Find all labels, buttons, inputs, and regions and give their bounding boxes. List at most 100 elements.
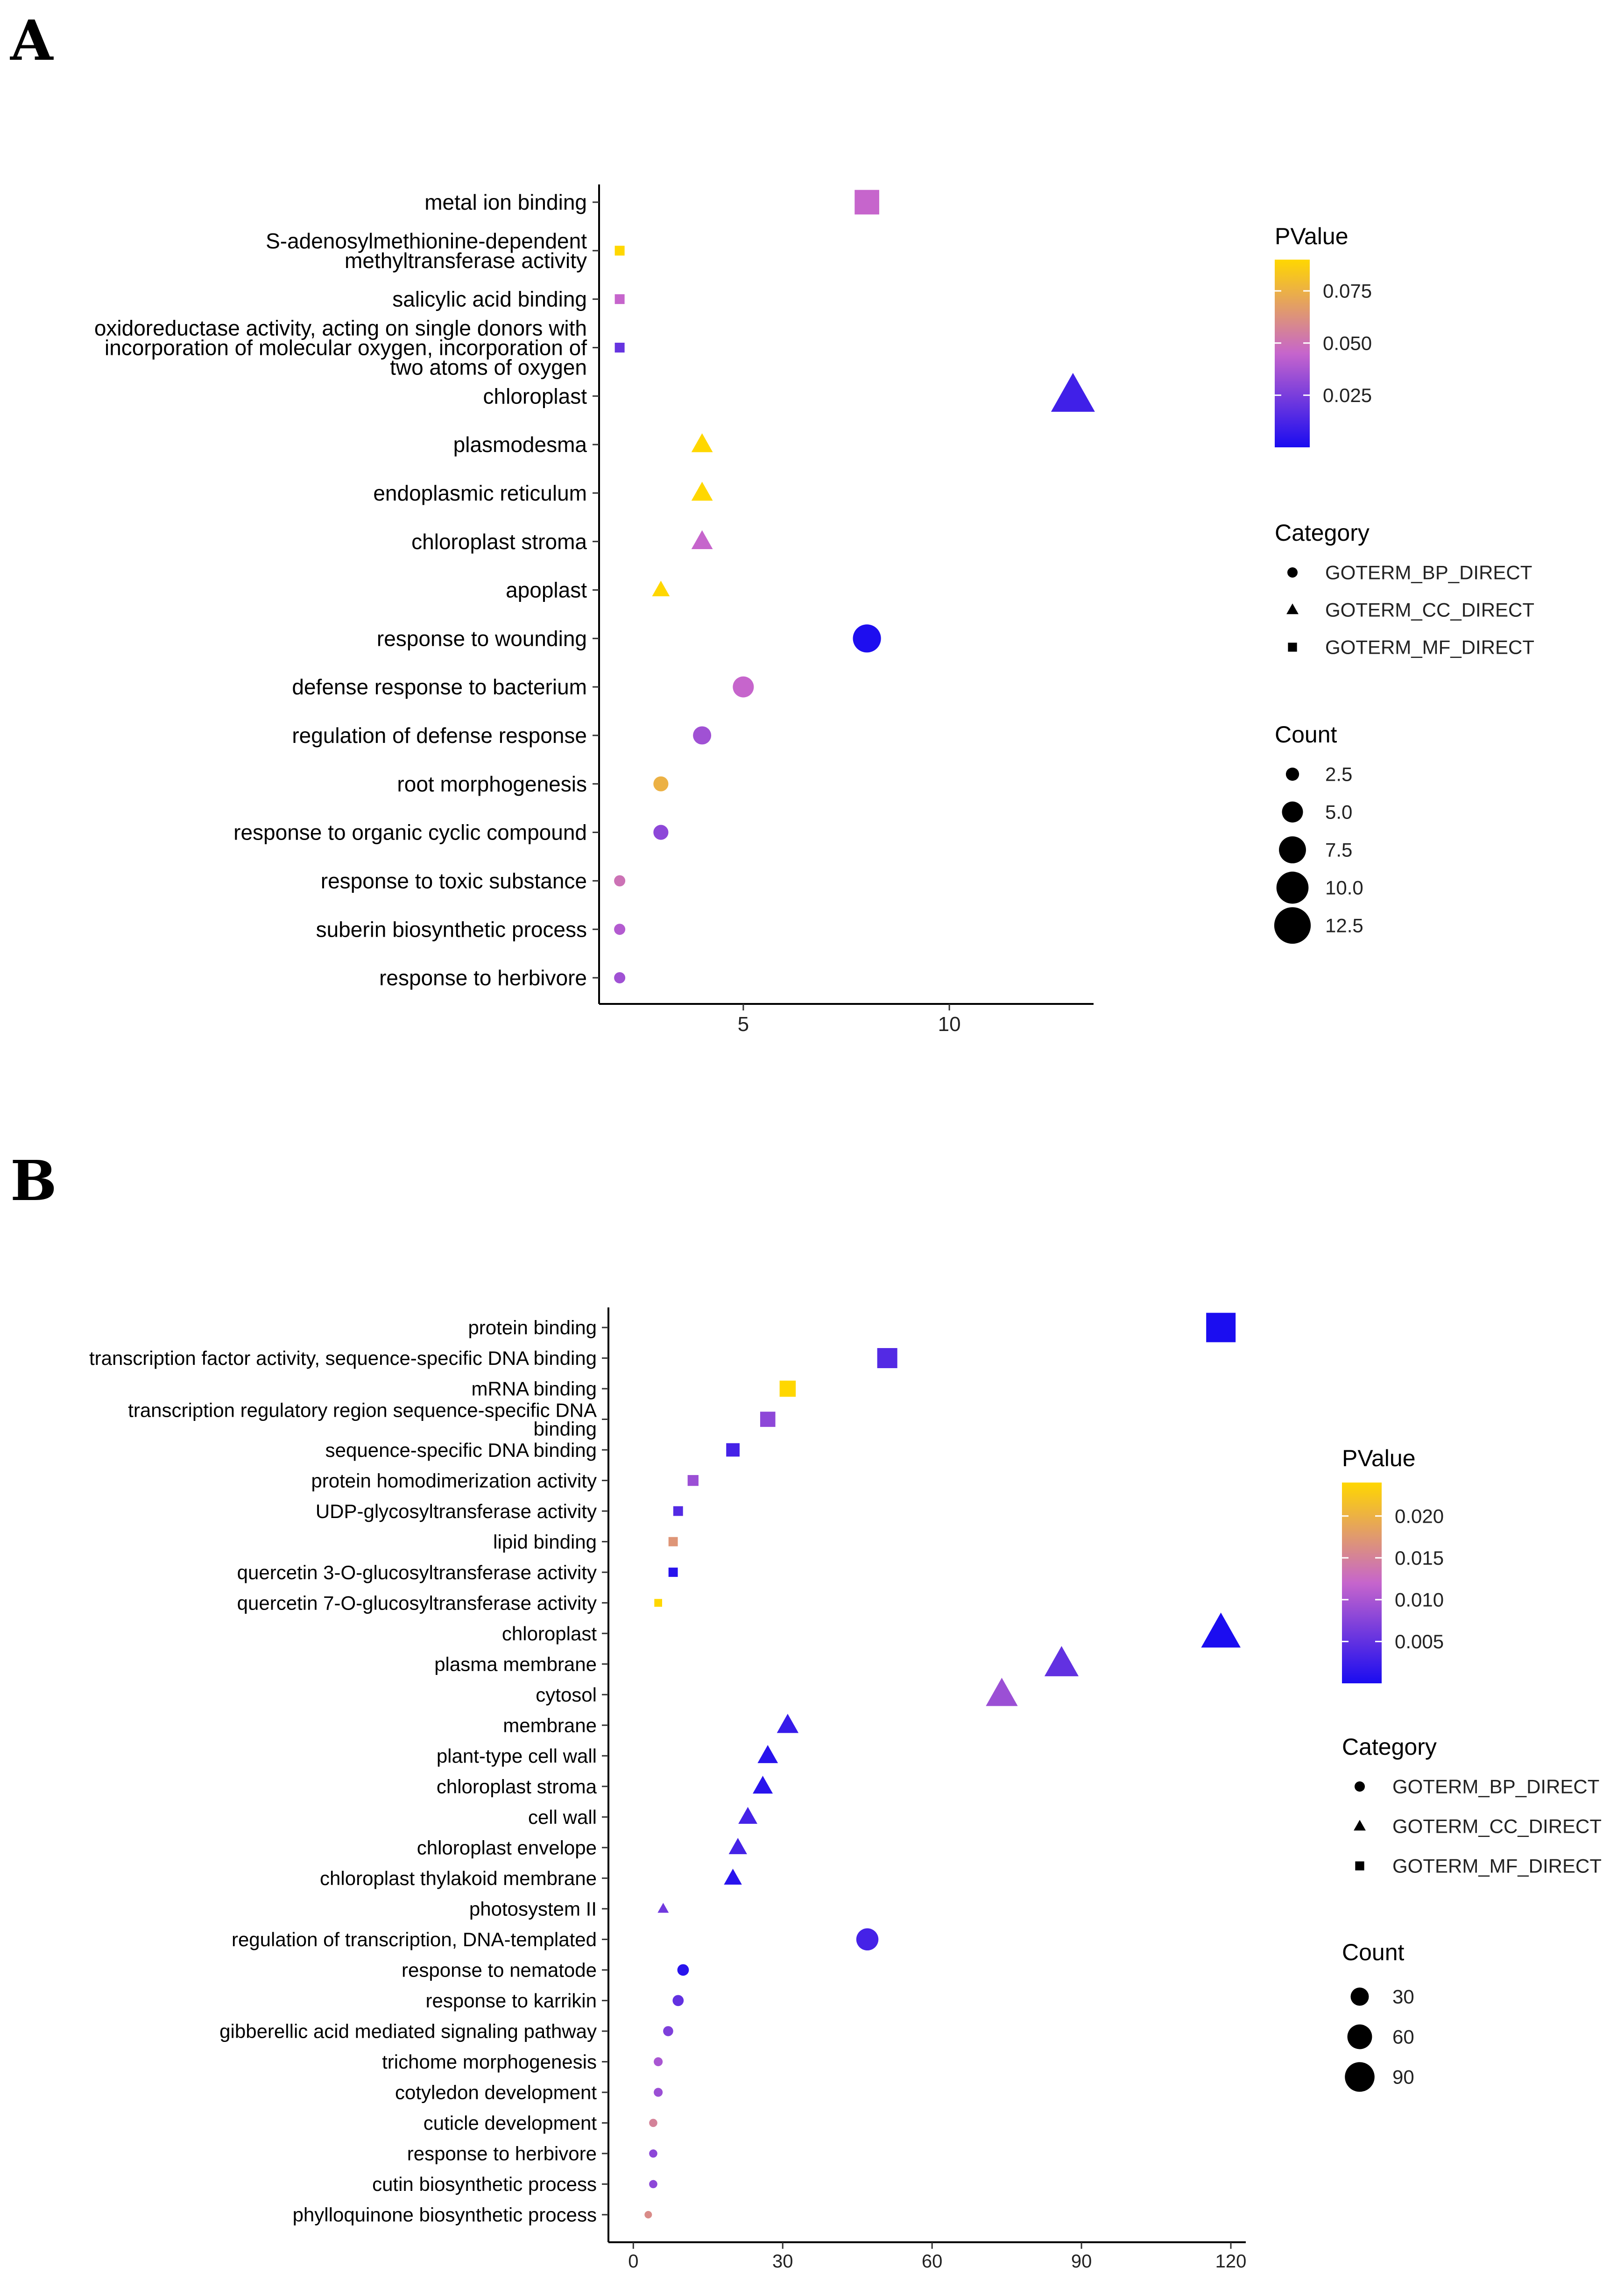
data-point [853,624,881,653]
y-tick-label: plant-type cell wall [437,1745,597,1767]
y-tick-label: root morphogenesis [397,772,587,796]
data-point [726,1443,740,1457]
panel-letter-b: B [10,1148,57,1213]
legend-title-pvalue: PValue [1275,223,1349,249]
pvalue-colorbar [1275,260,1310,447]
data-point [652,580,670,596]
legend-category-symbol [1355,1861,1364,1871]
y-tick-label: response to toxic substance [321,869,587,893]
data-point [668,1537,678,1547]
legend-category-symbol [1355,1781,1365,1792]
legend-count-label: 30 [1392,1986,1414,2008]
legend-count-label: 60 [1392,2026,1414,2048]
data-point [738,1807,758,1824]
colorbar-tick-label: 0.025 [1323,384,1372,406]
x-tick-label: 60 [922,2251,943,2272]
y-tick-label: trichome morphogenesis [382,2051,597,2073]
colorbar-tick-label: 0.075 [1323,280,1372,302]
data-point [854,190,879,215]
y-tick-label: transcription factor activity, sequence-… [89,1347,597,1369]
legend-category-label: GOTERM_BP_DIRECT [1392,1776,1599,1798]
data-point [856,1928,879,1951]
x-tick-label: 30 [772,2251,793,2272]
x-tick-label: 0 [628,2251,638,2272]
panel-letter-a: A [10,8,53,73]
legend-count-symbol [1282,801,1303,823]
y-tick-label: suberin biosynthetic process [316,917,587,941]
colorbar-tick-label: 0.020 [1395,1505,1444,1527]
y-tick-label: response to nematode [402,1959,597,1981]
colorbar-tick-label: 0.010 [1395,1589,1444,1611]
data-point [691,433,713,452]
legend-count-label: 5.0 [1325,801,1352,823]
y-tick-label: gibberellic acid mediated signaling path… [219,2020,597,2042]
pvalue-colorbar [1342,1483,1382,1683]
legend-count-symbol [1279,836,1306,863]
y-tick-label: cytosol [536,1684,597,1706]
data-point [614,246,625,256]
y-tick-label: photosystem II [469,1898,597,1920]
y-tick-label: response to wounding [377,626,587,650]
data-point [663,2026,673,2036]
data-point [877,1348,897,1369]
data-point [644,2211,652,2218]
colorbar-tick-label: 0.050 [1323,332,1372,354]
data-point [668,1568,678,1577]
legend-count-symbol [1347,2024,1372,2049]
data-point [672,1995,684,2006]
colorbar-tick-label: 0.015 [1395,1547,1444,1569]
y-tick-label: mRNA binding [472,1378,597,1400]
legend-count-symbol [1274,907,1311,944]
chart-panel-a: metal ion binding S-adenosylmethionine-de… [94,184,1534,1036]
legend-title-count: Count [1275,721,1337,748]
data-point [677,1964,689,1976]
y-tick-label: transcription regulatory region sequence… [128,1399,597,1440]
data-point [691,481,713,501]
legend-count-symbol [1350,1987,1369,2006]
y-tick-label: response to organic cyclic compound [233,820,587,845]
legend-count-label: 10.0 [1325,877,1363,899]
data-point [687,1475,699,1486]
y-tick-label: chloroplast envelope [417,1836,597,1858]
data-point [614,924,626,935]
data-point [779,1380,796,1397]
legend-title-count: Count [1342,1939,1405,1965]
data-point [614,294,625,304]
y-tick-label: chloroplast [502,1623,597,1645]
data-point [654,1599,662,1607]
data-point [649,2149,657,2158]
y-tick-label: quercetin 7-O-glucosyltransferase activi… [237,1592,597,1614]
y-tick-label: cutin biosynthetic process [372,2173,597,2195]
data-point [757,1745,778,1763]
legend-count-label: 90 [1392,2066,1414,2088]
y-tick-label: chloroplast stroma [437,1775,597,1797]
legend-count-symbol [1276,871,1309,904]
y-tick-label: response to herbivore [379,966,587,990]
y-tick-label: cell wall [528,1806,597,1828]
legend-category-symbol [1287,567,1298,578]
legend-category-label: GOTERM_CC_DIRECT [1325,599,1534,621]
legend-count-label: 7.5 [1325,839,1352,861]
legend-title-pvalue: PValue [1342,1445,1416,1471]
y-tick-label: cotyledon development [395,2082,597,2104]
data-point [653,825,669,840]
legend-category-symbol [1286,603,1299,614]
x-tick-label: 90 [1071,2251,1092,2272]
y-tick-label: apoplast [506,578,587,602]
legend-title-category: Category [1342,1734,1437,1760]
y-tick-label: protein binding [468,1317,597,1339]
data-point [1206,1313,1236,1342]
y-tick-label: regulation of transcription, DNA-templat… [232,1928,597,1950]
data-point [693,726,712,745]
data-point [760,1412,776,1427]
y-tick-label: response to herbivore [407,2143,597,2165]
data-point [614,972,626,983]
y-tick-label: response to karrikin [426,1990,597,2012]
y-tick-label: regulation of defense response [292,723,587,748]
legend-count-symbol [1285,767,1299,781]
data-point [986,1678,1018,1706]
y-tick-label: chloroplast stroma [411,530,587,554]
data-point [1051,373,1095,412]
y-tick-label: protein homodimerization activity [311,1469,597,1491]
